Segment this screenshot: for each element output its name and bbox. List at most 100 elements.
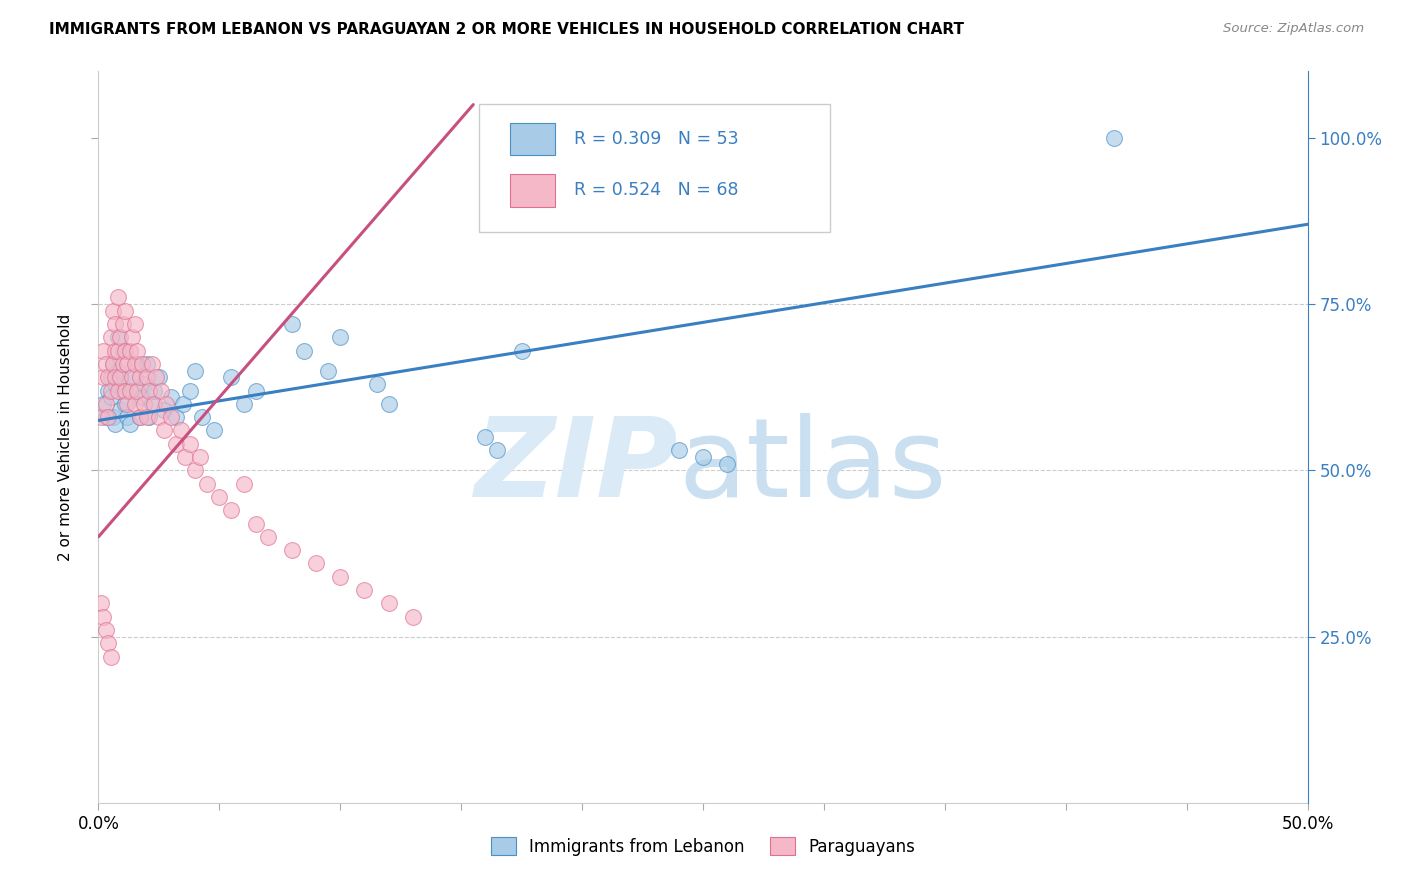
Point: [1102, 131, 1125, 145]
Point: [111, 384, 134, 398]
Point: [97, 384, 120, 398]
Point: [128, 410, 150, 425]
Point: [143, 397, 166, 411]
Point: [104, 343, 127, 358]
Point: [128, 370, 150, 384]
FancyBboxPatch shape: [509, 122, 555, 155]
Point: [256, 530, 278, 544]
Point: [184, 363, 207, 377]
Point: [111, 343, 134, 358]
Point: [90, 596, 112, 610]
Point: [131, 357, 153, 371]
Point: [204, 424, 226, 438]
Point: [100, 649, 122, 664]
Point: [117, 357, 139, 371]
Point: [127, 357, 149, 371]
Point: [138, 384, 160, 398]
Point: [94, 357, 117, 371]
Point: [128, 410, 150, 425]
Point: [174, 450, 197, 464]
Point: [108, 370, 131, 384]
Point: [97, 410, 120, 425]
Point: [107, 330, 129, 344]
Y-axis label: 2 or more Vehicles in Household: 2 or more Vehicles in Household: [58, 313, 73, 561]
Point: [510, 343, 533, 358]
Point: [232, 476, 254, 491]
Point: [165, 436, 187, 450]
Point: [107, 290, 129, 304]
Point: [221, 370, 243, 384]
Text: ZIP: ZIP: [475, 413, 679, 520]
Point: [160, 410, 183, 425]
Point: [135, 410, 157, 425]
Point: [94, 410, 117, 425]
Text: R = 0.309   N = 53: R = 0.309 N = 53: [574, 130, 738, 148]
FancyBboxPatch shape: [509, 174, 555, 207]
Point: [108, 370, 131, 384]
Text: atlas: atlas: [679, 413, 948, 520]
Point: [221, 503, 243, 517]
Point: [486, 443, 509, 458]
Point: [104, 417, 127, 431]
Point: [114, 343, 136, 358]
Point: [90, 410, 112, 425]
Point: [292, 343, 315, 358]
Point: [100, 330, 122, 344]
Point: [114, 397, 136, 411]
Point: [94, 623, 117, 637]
Point: [111, 317, 134, 331]
Point: [97, 370, 120, 384]
Point: [305, 557, 328, 571]
Point: [118, 417, 141, 431]
Point: [91, 370, 114, 384]
Point: [124, 317, 146, 331]
Text: Source: ZipAtlas.com: Source: ZipAtlas.com: [1223, 22, 1364, 36]
Point: [107, 363, 129, 377]
Point: [124, 397, 146, 411]
Point: [188, 450, 211, 464]
Point: [169, 424, 191, 438]
Point: [108, 330, 131, 344]
Point: [179, 436, 201, 450]
Point: [104, 376, 127, 391]
Point: [148, 410, 170, 425]
Point: [179, 384, 201, 398]
Point: [104, 370, 127, 384]
Point: [91, 397, 114, 411]
Point: [111, 357, 134, 371]
Point: [141, 357, 163, 371]
Point: [121, 330, 143, 344]
Legend: Immigrants from Lebanon, Paraguayans: Immigrants from Lebanon, Paraguayans: [482, 830, 924, 864]
Point: [101, 357, 124, 371]
Point: [208, 490, 231, 504]
Point: [118, 343, 141, 358]
Text: IMMIGRANTS FROM LEBANON VS PARAGUAYAN 2 OR MORE VEHICLES IN HOUSEHOLD CORRELATIO: IMMIGRANTS FROM LEBANON VS PARAGUAYAN 2 …: [49, 22, 965, 37]
Point: [101, 303, 124, 318]
Point: [138, 410, 160, 425]
Point: [134, 376, 156, 391]
Point: [101, 410, 124, 425]
Point: [245, 384, 267, 398]
Point: [121, 384, 143, 398]
Point: [134, 397, 156, 411]
Point: [94, 397, 117, 411]
Point: [145, 370, 167, 384]
Point: [141, 397, 163, 411]
Point: [124, 357, 146, 371]
Point: [127, 343, 149, 358]
Point: [135, 357, 157, 371]
Point: [97, 636, 120, 650]
Point: [124, 370, 146, 384]
Point: [131, 390, 153, 404]
Point: [160, 390, 183, 404]
Point: [108, 403, 131, 417]
Point: [117, 397, 139, 411]
Point: [100, 370, 122, 384]
Point: [329, 570, 352, 584]
Point: [377, 397, 399, 411]
Point: [127, 384, 149, 398]
Point: [668, 443, 690, 458]
FancyBboxPatch shape: [479, 104, 830, 232]
Point: [152, 424, 174, 438]
Point: [366, 376, 388, 391]
